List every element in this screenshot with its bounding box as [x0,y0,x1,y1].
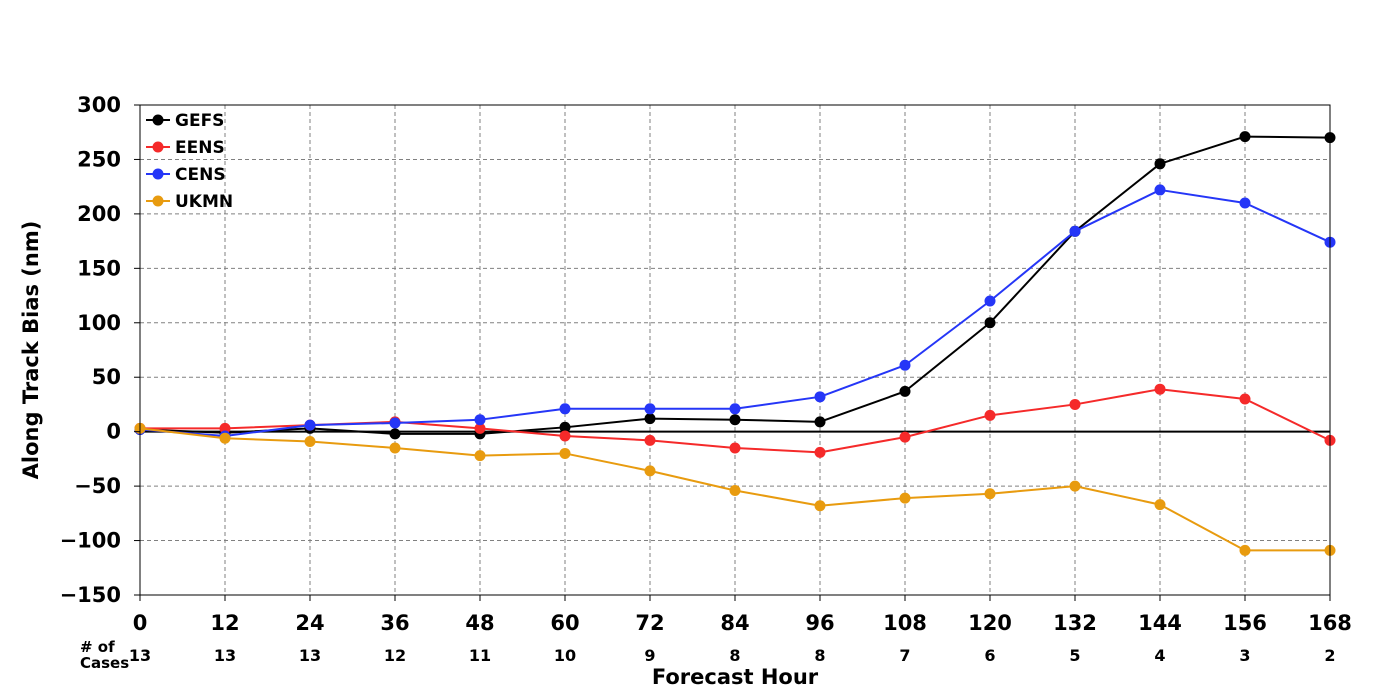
data-point [560,403,571,414]
cases-count: 4 [1154,646,1165,665]
cases-count: 11 [469,646,491,665]
data-point [730,414,741,425]
data-point [985,488,996,499]
cases-label-line2: Cases [80,654,129,672]
x-tick-label: 72 [635,611,664,635]
legend-marker [153,115,164,126]
y-tick-label: −150 [60,583,121,607]
y-tick-label: 250 [77,147,121,171]
data-point [1070,481,1081,492]
x-tick-label: 84 [720,611,749,635]
legend-marker [153,142,164,153]
data-point [815,391,826,402]
x-tick-label: 168 [1308,611,1352,635]
data-point [645,403,656,414]
legend-label: EENS [175,138,225,158]
cases-count: 10 [554,646,576,665]
data-point [1240,131,1251,142]
x-tick-label: 24 [295,611,324,635]
data-point [900,386,911,397]
cases-count: 5 [1069,646,1080,665]
data-point [730,485,741,496]
cases-count: 3 [1239,646,1250,665]
cases-count: 8 [729,646,740,665]
data-point [900,493,911,504]
x-tick-label: 0 [133,611,148,635]
cases-count: 13 [214,646,236,665]
x-tick-label: 108 [883,611,927,635]
x-tick-label: 144 [1138,611,1182,635]
data-point [305,420,316,431]
x-tick-label: 12 [210,611,239,635]
data-point [560,431,571,442]
data-point [900,432,911,443]
x-tick-label: 36 [380,611,409,635]
cases-count: 9 [644,646,655,665]
along-track-bias-chart: −150−100−50050100150200250300 0 12 24 36 48 6… [0,0,1400,700]
y-tick-label: 200 [77,202,121,226]
x-tick-label: 156 [1223,611,1267,635]
data-point [390,417,401,428]
data-point [475,414,486,425]
cases-count: 13 [129,646,151,665]
legend-label: CENS [175,165,226,185]
legend-label: GEFS [175,111,224,131]
x-tick-label: 60 [550,611,579,635]
x-tick-label: 96 [805,611,834,635]
data-point [560,448,571,459]
data-point [1155,384,1166,395]
data-point [1155,499,1166,510]
data-point [645,465,656,476]
x-tick-label: 48 [465,611,494,635]
y-axis-label: Along Track Bias (nm) [19,221,43,480]
data-point [305,436,316,447]
y-tick-label: 100 [77,311,121,335]
data-point [645,435,656,446]
data-point [1240,198,1251,209]
data-point [985,410,996,421]
cases-count: 6 [984,646,995,665]
legend-marker [153,196,164,207]
y-tick-label: −50 [74,474,121,498]
cases-count: 2 [1324,646,1335,665]
x-tick-label: 120 [968,611,1012,635]
cases-count: 7 [899,646,910,665]
data-point [900,360,911,371]
data-point [1240,545,1251,556]
data-point [390,428,401,439]
data-point [985,317,996,328]
legend-label: UKMN [175,192,233,212]
data-point [645,413,656,424]
y-tick-label: 300 [77,93,121,117]
data-point [1155,158,1166,169]
data-point [730,403,741,414]
data-point [815,447,826,458]
cases-count: 12 [384,646,406,665]
y-tick-label: −100 [60,529,121,553]
y-tick-label: 50 [92,365,121,389]
data-point [390,443,401,454]
data-point [815,500,826,511]
data-point [1240,394,1251,405]
data-point [730,443,741,454]
data-point [1070,399,1081,410]
y-tick-label: 150 [77,256,121,280]
data-point [475,450,486,461]
cases-count: 13 [299,646,321,665]
data-point [1070,226,1081,237]
data-point [220,433,231,444]
data-point [1155,184,1166,195]
y-tick-label: 0 [106,420,121,444]
x-tick-label: 132 [1053,611,1097,635]
data-point [815,416,826,427]
cases-count: 8 [814,646,825,665]
x-axis-label: Forecast Hour [652,665,819,689]
data-point [985,296,996,307]
legend-marker [153,169,164,180]
